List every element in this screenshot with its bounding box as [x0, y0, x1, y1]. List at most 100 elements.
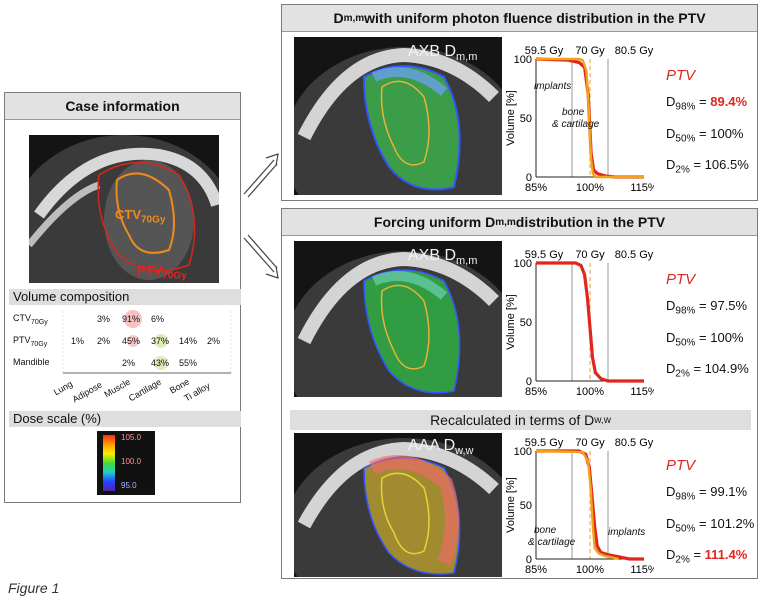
d98-bottom: D98% = 99.1%: [666, 484, 748, 503]
x-tick-label-2: 115%: [630, 182, 654, 194]
d2-top: D2% = 106.5%: [666, 157, 749, 176]
dose-colorbar: 105.0 100.0 95.0: [97, 431, 155, 495]
dvh-plot-middle-svg: 85% 100% 115% 59.5 Gy 70 Gy 80.5 Gy 100 50 0 Volu…: [505, 249, 658, 398]
x-tick-label-0: 85%: [525, 564, 547, 576]
annotation-cartilage-bottom: & cartilage: [528, 537, 576, 548]
y-tick-label-1: 50: [520, 317, 532, 329]
row-ctv-name: CTV70Gy: [13, 313, 48, 326]
y-tick-label-1: 50: [520, 113, 532, 125]
d50-middle: D50% = 100%: [666, 329, 744, 349]
case-ct-image: CTV70Gy PTV70Gy: [29, 135, 219, 283]
case-information-title: Case information: [5, 93, 240, 120]
cell-mandible-cartilage: 43%: [151, 358, 170, 368]
cell-ptv-adipose: 2%: [97, 336, 111, 346]
ptv-title-bottom: PTV: [666, 457, 696, 474]
dvh-plot-bottom-svg: 85% 100% 115% 59.5 Gy 70 Gy 80.5 Gy 100 50 0 Volu…: [505, 437, 658, 576]
d2-middle: D2% = 104.9%: [666, 361, 749, 380]
x-tick-label-2: 115%: [630, 564, 654, 576]
row-ptv-name: PTV70Gy: [13, 335, 48, 348]
axb-dmm-image: AXB Dm,m: [294, 37, 502, 195]
cell-mandible-bone: 55%: [179, 358, 198, 368]
dose-min-label: 95.0: [121, 481, 137, 490]
top-tick-label-0: 59.5 Gy: [525, 437, 564, 449]
axb-dmm-forced-image: AXB Dm,m: [294, 241, 502, 397]
ctv-label: CTV70Gy: [115, 207, 166, 226]
x-tick-label-0: 85%: [525, 386, 547, 398]
dvh-series-1: [536, 57, 644, 179]
y-tick-label-2: 0: [526, 376, 532, 388]
axb-label: AXB Dm,m: [408, 43, 478, 64]
column-labels: Lung Adipose Muscle Cartilage Bone Ti al…: [9, 375, 237, 411]
cell-ptv-cartilage: 37%: [151, 336, 170, 346]
y-axis-label: Volume [%]: [505, 294, 517, 350]
d50-top: D50% = 100%: [666, 125, 744, 145]
cell-mandible-muscle: 2%: [122, 358, 136, 368]
d50-bottom: D50% = 101.2%: [666, 515, 755, 535]
arrow-to-middle-icon: [243, 234, 279, 279]
x-tick-label-1: 100%: [576, 182, 604, 194]
top-tick-label-1: 70 Gy: [575, 249, 605, 261]
dvh-plot-top-svg: 85% 100% 115% 59.5 Gy 70 Gy 80.5 Gy 100 50 0 Volu…: [505, 45, 658, 194]
top-tick-label-0: 59.5 Gy: [525, 249, 564, 261]
d98-top: D98% = 89.4%: [666, 94, 748, 113]
cell-ctv-muscle: 3%: [97, 314, 111, 324]
y-tick-label-2: 0: [526, 172, 532, 184]
dvh-series-1: [535, 449, 620, 561]
dose-max-label: 105.0: [121, 433, 142, 442]
cell-ptv-ti: 2%: [207, 336, 221, 346]
top-tick-label-2: 80.5 Gy: [615, 45, 654, 57]
top-tick-label-1: 70 Gy: [575, 45, 605, 57]
y-tick-label-0: 100: [514, 258, 532, 270]
volume-composition-title: Volume composition: [9, 289, 241, 305]
cell-ptv-bone: 14%: [179, 336, 198, 346]
axb-forced-label: AXB Dm,m: [408, 247, 478, 268]
dvh-plot-middle: 85% 100% 115% 59.5 Gy 70 Gy 80.5 Gy 100 50 0 Volu…: [504, 241, 658, 401]
x-tick-label-2: 115%: [630, 386, 654, 398]
aaa-label: AAA Dw,w: [408, 437, 474, 458]
figure-caption: Figure 1: [8, 580, 60, 596]
top-tick-label-1: 70 Gy: [575, 437, 605, 449]
annotation-cartilage-top: & cartilage: [552, 119, 600, 130]
dose-scale-title: Dose scale (%): [9, 411, 241, 427]
ptv-title-middle: PTV: [666, 271, 696, 288]
cell-ctv-bone: 6%: [151, 314, 165, 324]
dvh-series-0: [536, 261, 644, 383]
row-mandible-name: Mandible: [13, 357, 50, 367]
annotation-implants-top: implants: [534, 81, 572, 92]
ptv-label: PTV70Gy: [137, 263, 187, 282]
col-cartilage: Cartilage: [126, 376, 164, 404]
y-tick-label-1: 50: [520, 500, 532, 512]
dvh-plot-top: 85% 100% 115% 59.5 Gy 70 Gy 80.5 Gy 100 50 0 Volu…: [504, 37, 658, 197]
y-tick-label-2: 0: [526, 554, 532, 566]
aaa-dww-image: AAA Dw,w: [294, 433, 502, 577]
y-tick-label-0: 100: [514, 446, 532, 458]
d98-middle: D98% = 97.5%: [666, 298, 748, 317]
case-information-panel: Case information CTV70Gy PTV70Gy Volume …: [4, 92, 241, 503]
x-tick-label-1: 100%: [576, 564, 604, 576]
top-tick-label-2: 80.5 Gy: [615, 249, 654, 261]
top-tick-label-0: 59.5 Gy: [525, 45, 564, 57]
col-adipose: Adipose: [70, 379, 104, 405]
y-tick-label-0: 100: [514, 54, 532, 66]
dvh-plot-bottom: 85% 100% 115% 59.5 Gy 70 Gy 80.5 Gy 100 50 0 Volu…: [504, 429, 658, 579]
top-tick-label-2: 80.5 Gy: [615, 437, 654, 449]
arrow-to-top-icon: [243, 153, 279, 198]
stats-top: PTV D98% = 89.4% D50% = 100% D2% = 106.5…: [666, 63, 749, 184]
annotation-bone-bottom: bone: [534, 525, 557, 536]
cell-ptv-muscle: 45%: [122, 336, 141, 346]
stats-middle: PTV D98% = 97.5% D50% = 100% D2% = 104.9…: [666, 267, 749, 388]
ptv-title-top: PTV: [666, 67, 696, 84]
volume-composition-table: CTV70Gy PTV70Gy Mandible 3% 91% 6% 1% 2%…: [9, 309, 237, 375]
annotation-implants-bottom: implants: [608, 527, 646, 538]
annotation-bone-top: bone: [562, 107, 585, 118]
dose-mid-label: 100.0: [121, 457, 142, 466]
y-axis-label: Volume [%]: [505, 477, 517, 533]
d2-bottom: D2% = 111.4%: [666, 547, 748, 566]
x-tick-label-0: 85%: [525, 182, 547, 194]
x-tick-label-1: 100%: [576, 386, 604, 398]
